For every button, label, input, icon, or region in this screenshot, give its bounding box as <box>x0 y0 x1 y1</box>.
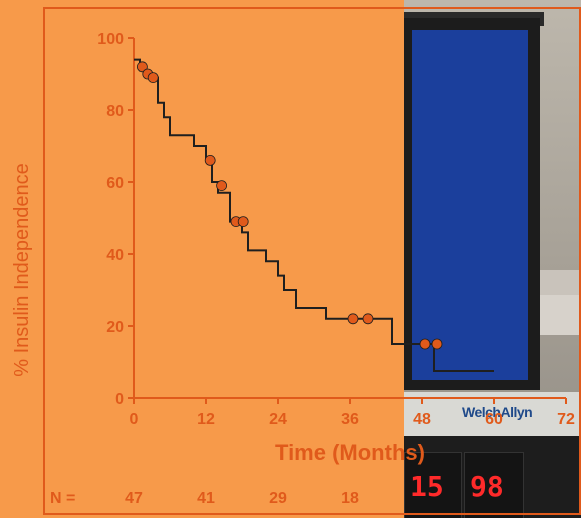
censor-marker <box>347 313 359 325</box>
y-ticks: 0 20 40 60 80 100 <box>97 31 134 408</box>
readout-panel-left <box>404 452 462 518</box>
box <box>534 295 581 335</box>
number-at-risk: 47 <box>125 490 143 507</box>
x-tick-label: 48 <box>413 411 431 428</box>
chart-frame <box>43 7 581 515</box>
censor-markers <box>136 61 443 350</box>
number-at-risk: 29 <box>269 490 287 507</box>
censor-marker <box>204 154 216 166</box>
monitor-screen <box>412 30 528 380</box>
x-axis-label: Time (Months) <box>275 440 425 465</box>
y-tick-label: 40 <box>106 247 124 264</box>
censor-marker <box>362 313 374 325</box>
x-tick-label: 36 <box>341 411 359 428</box>
censor-marker <box>216 180 228 192</box>
censor-marker <box>237 216 249 228</box>
x-tick-label: 72 <box>557 411 575 428</box>
y-tick-label: 80 <box>106 103 124 120</box>
readout-left: 15 <box>410 470 444 503</box>
device-brand-text: WelchAllyn <box>462 404 533 420</box>
censor-marker <box>147 72 159 83</box>
x-tick-label: 0 <box>130 411 139 428</box>
numbers-at-risk-label: N = <box>50 490 75 507</box>
background-photo: WelchAllyn 15 98 <box>404 0 581 518</box>
x-tick-label: 24 <box>269 411 287 428</box>
readout-right: 98 <box>470 470 504 503</box>
km-survival-curve <box>134 58 494 372</box>
number-at-risk: 18 <box>341 490 359 507</box>
censor-marker <box>419 338 431 350</box>
readout-panel-right <box>464 452 524 518</box>
x-tick-label: 60 <box>485 411 503 428</box>
y-tick-label: 60 <box>106 175 124 192</box>
y-tick-label: 0 <box>115 391 124 408</box>
x-ticks: 0 12 24 36 48 60 72 <box>130 398 575 428</box>
axes <box>133 38 566 399</box>
censor-marker <box>136 61 148 73</box>
y-tick-label: 100 <box>97 31 124 48</box>
number-at-risk: 41 <box>197 490 215 507</box>
device-label-strip <box>404 392 581 436</box>
numbers-at-risk: 47 41 29 18 <box>125 490 359 507</box>
censor-marker <box>431 338 443 350</box>
x-tick-label: 12 <box>197 411 215 428</box>
y-axis-label: % Insulin Independence <box>11 163 33 377</box>
y-tick-label: 20 <box>106 319 124 336</box>
